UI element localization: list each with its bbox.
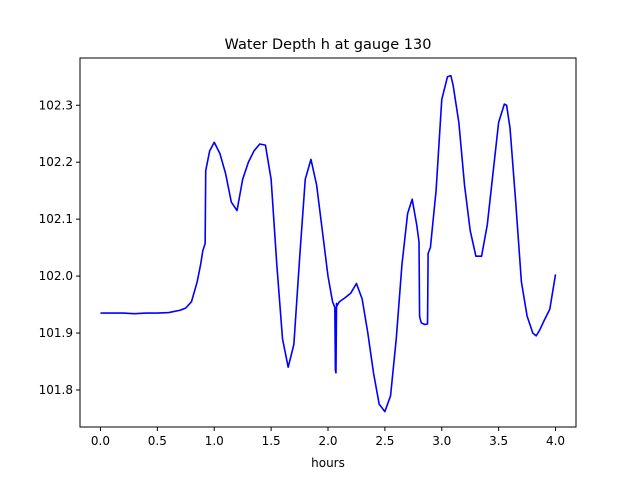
x-tick-label: 2.5 (375, 434, 394, 448)
chart-title: Water Depth h at gauge 130 (225, 37, 432, 53)
y-tick-label: 102.3 (39, 98, 73, 112)
x-tick-label: 1.0 (205, 434, 224, 448)
x-tick-label: 4.0 (546, 434, 565, 448)
y-tick-label: 102.0 (39, 269, 73, 283)
x-axis: 0.0 0.5 1.0 1.5 2.0 2.5 3.0 3.5 4.0 (91, 427, 565, 448)
x-axis-label: hours (311, 456, 345, 470)
x-tick-label: 1.5 (262, 434, 281, 448)
y-tick-label: 101.8 (39, 383, 73, 397)
x-tick-label: 3.0 (432, 434, 451, 448)
y-tick-label: 102.2 (39, 155, 73, 169)
y-axis: 101.8 101.9 102.0 102.1 102.2 102.3 (39, 98, 80, 397)
x-tick-label: 3.5 (489, 434, 508, 448)
y-tick-label: 102.1 (39, 212, 73, 226)
y-tick-label: 101.9 (39, 326, 73, 340)
x-tick-label: 0.5 (148, 434, 167, 448)
x-tick-label: 0.0 (91, 434, 110, 448)
x-tick-label: 2.0 (318, 434, 337, 448)
series-line-0 (100, 74, 557, 413)
